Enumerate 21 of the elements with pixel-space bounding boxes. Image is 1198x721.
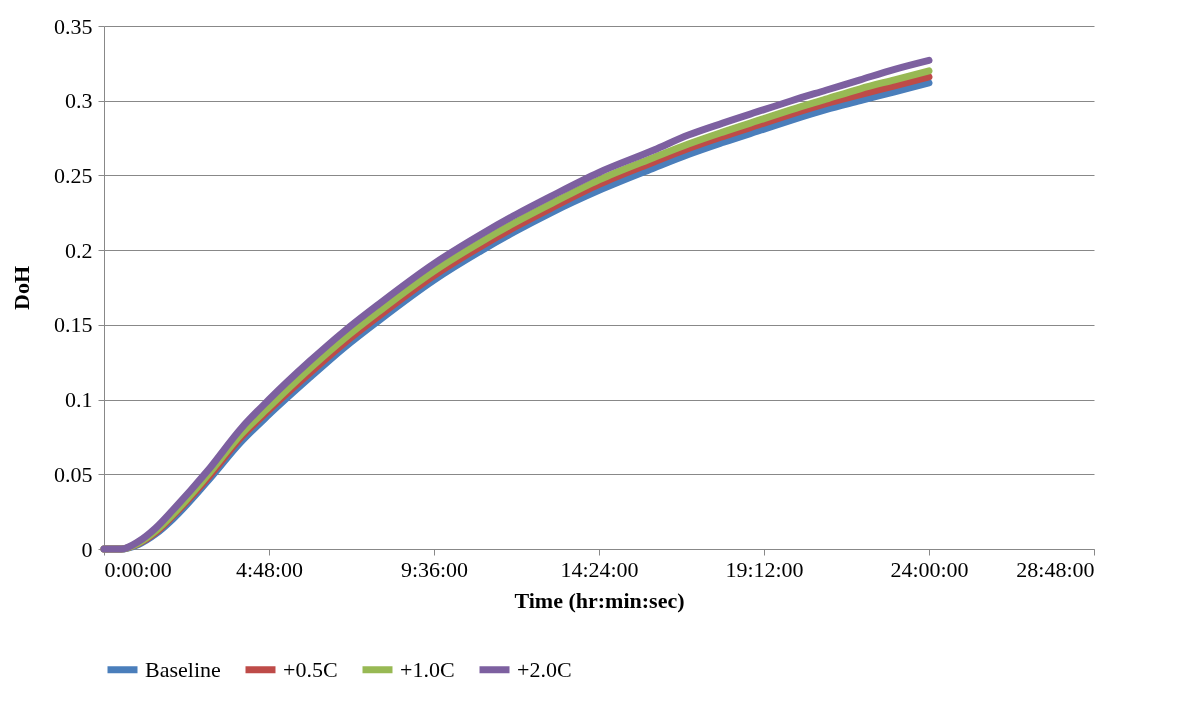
x-tick-label: 28:48:00 — [1016, 556, 1095, 582]
y-axis-title: DoH — [9, 266, 34, 310]
y-tick-label: 0.1 — [65, 387, 93, 413]
x-tick-label: 0:00:00 — [104, 556, 172, 582]
x-tick-label: 19:12:00 — [725, 556, 804, 582]
y-tick-label: 0.2 — [65, 237, 93, 263]
legend-label: +0.5C — [283, 656, 338, 682]
legend-label: +1.0C — [400, 656, 455, 682]
y-tick-label: 0.05 — [54, 461, 93, 487]
legend-label: Baseline — [145, 656, 221, 682]
y-tick-label: 0.3 — [65, 88, 93, 114]
y-tick-label: 0.35 — [54, 13, 93, 39]
x-tick-label: 14:24:00 — [560, 556, 639, 582]
legend-label: +2.0C — [517, 656, 572, 682]
y-tick-label: 0.15 — [54, 312, 93, 338]
x-axis-title: Time (hr:min:sec) — [514, 587, 685, 613]
y-tick-label: 0 — [81, 536, 93, 562]
x-tick-label: 24:00:00 — [890, 556, 969, 582]
x-tick-label: 4:48:00 — [235, 556, 304, 582]
x-tick-label: 9:36:00 — [400, 556, 469, 582]
y-tick-label: 0.25 — [54, 162, 93, 188]
